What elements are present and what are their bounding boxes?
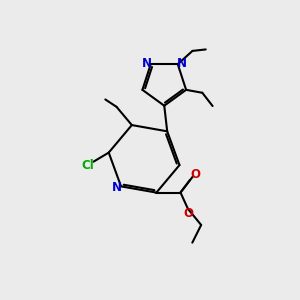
Text: Cl: Cl bbox=[82, 159, 94, 172]
Text: O: O bbox=[190, 168, 200, 181]
Text: N: N bbox=[112, 181, 122, 194]
Text: O: O bbox=[183, 207, 193, 220]
Text: N: N bbox=[177, 57, 187, 70]
Text: N: N bbox=[142, 57, 152, 70]
